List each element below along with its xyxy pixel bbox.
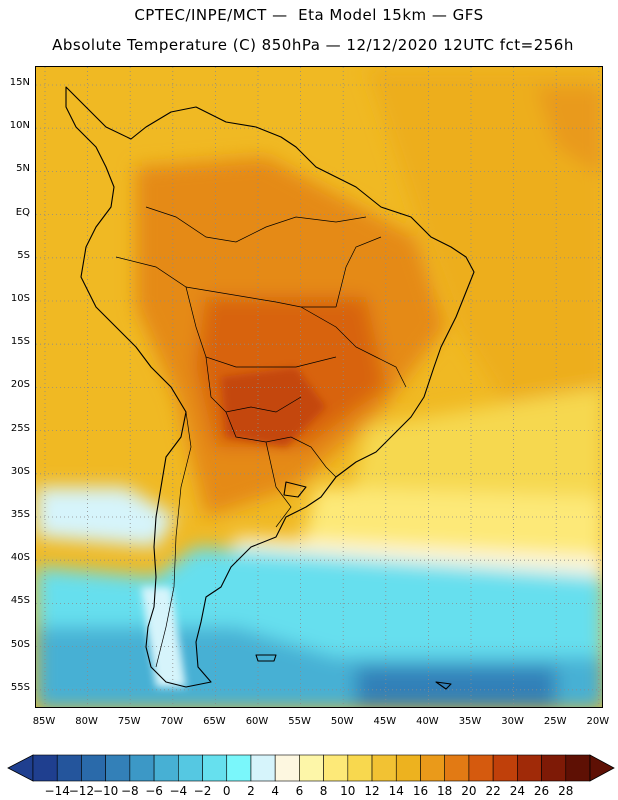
chart-title-line2: Absolute Temperature (C) 850hPa — 12/12/… [52,36,574,54]
lat-tick-label: 25S [10,422,30,434]
colorbar-swatch [541,754,567,782]
lon-tick-label: 70W [160,716,184,727]
lon-tick-label: 85W [32,716,56,727]
lat-tick-label: 10N [9,120,30,132]
chart-title-line1: CPTEC/INPE/MCT — Eta Model 15km — GFS [134,6,484,24]
colorbar-swatch [105,754,131,782]
colorbar-swatch [32,754,58,782]
lon-tick-label: 60W [245,716,269,727]
lon-tick-label: 65W [203,716,226,727]
colorbar-tick-label: −6 [145,784,163,798]
colorbar-arrow-low [7,754,34,782]
colorbar-tick-label: 24 [509,784,525,798]
colorbar-swatch [420,754,445,782]
colorbar-swatch [153,754,179,782]
lon-tick-label: 25W [543,716,567,727]
colorbar-swatch [81,754,106,782]
colorbar-tick-label: −8 [121,784,139,798]
colorbar-swatch [299,754,324,782]
lat-tick-label: 55S [10,681,30,693]
lon-tick-label: 40W [416,716,439,727]
colorbar-tick-label: 28 [558,784,574,798]
colorbar-swatch [492,754,518,782]
colorbar-swatch [56,754,82,782]
colorbar-swatch [444,754,470,782]
colorbar-tick-label: 6 [295,784,304,798]
colorbar-swatch [517,754,542,782]
colorbar [7,754,615,782]
colorbar-swatch [178,754,203,782]
lat-tick-label: 10S [10,293,30,304]
graticule [36,67,602,707]
coastline [65,86,475,690]
colorbar-swatch [250,754,276,782]
colorbar-tick-label: 0 [222,784,231,798]
lon-tick-label: 20W [586,716,610,727]
colorbar-tick-label: 12 [364,784,380,798]
colorbar-tick-label: −14 [44,784,70,798]
colorbar-tick-label: 14 [388,784,404,798]
colorbar-tick-label: 22 [485,784,501,798]
colorbar-tick-label: −4 [169,784,188,798]
field-cyan-light [36,487,176,547]
lon-tick-label: 30W [501,716,524,727]
colorbar-swatch [347,754,373,782]
lon-tick-label: 75W [117,716,141,727]
colorbar-tick-label: 4 [271,784,279,798]
colorbar-swatch [274,754,300,782]
lat-tick-label: 15N [9,77,30,88]
lon-tick-label: 55W [288,716,311,727]
field-deepblue [356,667,556,707]
lon-tick-label: 50W [330,716,354,727]
field-orange-ne [536,87,602,176]
colorbar-tick-label: −12 [68,784,95,798]
colorbar-swatch [395,754,421,782]
colorbar-swatch [323,754,349,782]
field-hot-core [221,367,326,447]
lat-tick-label: 45S [10,595,30,607]
lat-tick-label: 15S [10,336,30,348]
country-borders [115,206,407,668]
colorbar-tick-label: 26 [533,784,550,798]
lat-tick-label: 5S [17,249,30,261]
colorbar-tick-label: 18 [437,784,453,798]
field-warm-atlantic [366,67,602,427]
lon-tick-label: 35W [458,716,482,727]
lon-tick-label: 45W [373,716,397,727]
lat-tick-label: 5N [16,163,30,175]
colorbar-tick-label: 2 [247,784,255,798]
colorbar-swatch [226,754,252,782]
colorbar-tick-label: 20 [461,784,477,798]
colorbar-tick-label: −10 [92,784,119,798]
lat-tick-label: 35S [10,509,30,520]
colorbar-tick-label: 8 [319,784,328,798]
colorbar-swatch [371,754,397,782]
lat-tick-label: 40S [10,552,30,564]
colorbar-swatch [468,754,494,782]
lat-tick-label: 50S [10,638,30,650]
temperature-map [35,66,603,708]
colorbar-tick-label: −2 [193,784,212,798]
colorbar-arrow-high [589,754,615,782]
colorbar-swatch [202,754,228,782]
colorbar-swatch [129,754,155,782]
lat-tick-label: 20S [10,379,30,391]
colorbar-tick-label: 16 [412,784,429,798]
colorbar-swatch [565,754,591,782]
map-canvas [36,67,602,707]
lat-tick-label: EQ [15,206,30,218]
lat-tick-label: 30S [10,465,30,477]
lon-tick-label: 80W [75,716,98,727]
colorbar-tick-label: 10 [340,784,356,798]
